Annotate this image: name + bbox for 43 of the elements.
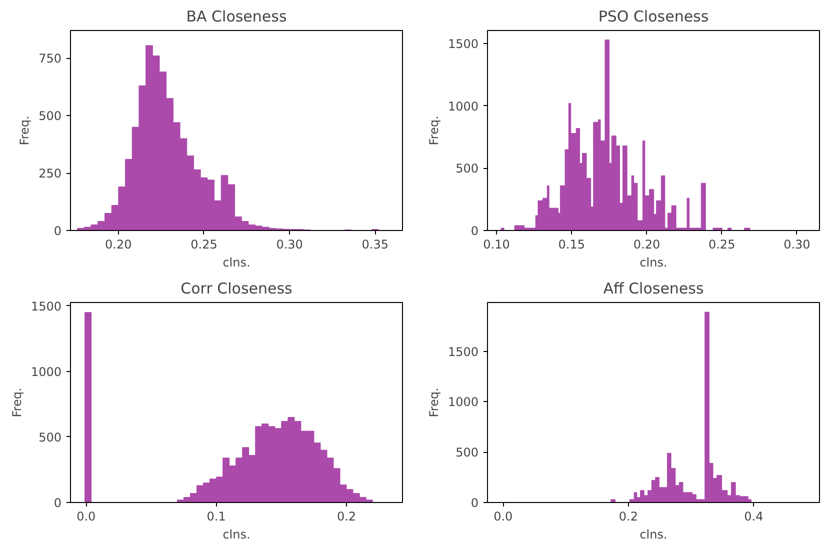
y-axis-title: Freq. <box>18 116 32 146</box>
chart-title: Corr Closeness <box>180 280 293 298</box>
x-tick-label: 0.30 <box>276 238 303 252</box>
x-tick-label: 0.2 <box>336 510 356 524</box>
x-axis-title: clns. <box>640 256 668 270</box>
y-tick-label: 0 <box>470 496 479 510</box>
x-tick-label: 0.1 <box>206 510 226 524</box>
y-tick-label: 1500 <box>30 299 62 314</box>
x-tick-label: 0.25 <box>708 238 736 252</box>
x-tick-label: 0.0 <box>494 510 513 524</box>
x-tick-label: 0.0 <box>76 510 96 524</box>
y-tick-label: 500 <box>456 446 478 460</box>
y-tick-label: 1000 <box>30 364 62 379</box>
x-tick-label: 0.20 <box>633 238 660 252</box>
y-tick-label: 0 <box>470 224 479 238</box>
chart-title: BA Closeness <box>186 8 287 26</box>
x-axis-title: clns. <box>640 528 668 542</box>
y-tick-label: 1000 <box>448 99 479 114</box>
chart-title: PSO Closeness <box>598 8 709 26</box>
x-tick-label: 0.10 <box>483 238 510 252</box>
x-tick-label: 0.25 <box>190 238 218 252</box>
y-tick-label: 1500 <box>448 37 479 52</box>
x-tick-label: 0.2 <box>618 510 638 524</box>
x-tick-label: 0.4 <box>744 510 764 524</box>
y-tick-label: 500 <box>38 109 62 124</box>
chart-title: Aff Closeness <box>603 280 704 298</box>
x-tick-label: 0.35 <box>362 238 388 252</box>
y-axis-title: Freq. <box>10 388 24 418</box>
x-axis-title: clns. <box>222 528 250 542</box>
y-tick-label: 500 <box>456 162 478 176</box>
y-axis-title: Freq. <box>426 116 441 146</box>
y-tick-label: 750 <box>38 52 62 66</box>
y-tick-label: 1000 <box>448 395 479 410</box>
y-axis-title: Freq. <box>426 388 441 418</box>
y-tick-label: 0 <box>54 496 62 510</box>
x-tick-label: 0.15 <box>558 238 585 252</box>
x-tick-label: 0.20 <box>105 238 132 252</box>
y-tick-label: 250 <box>38 166 62 181</box>
x-axis-title: clns. <box>222 256 250 270</box>
y-tick-label: 1500 <box>448 344 479 359</box>
x-tick-label: 0.30 <box>784 238 810 252</box>
y-tick-label: 500 <box>38 430 62 444</box>
y-tick-label: 0 <box>54 224 62 238</box>
